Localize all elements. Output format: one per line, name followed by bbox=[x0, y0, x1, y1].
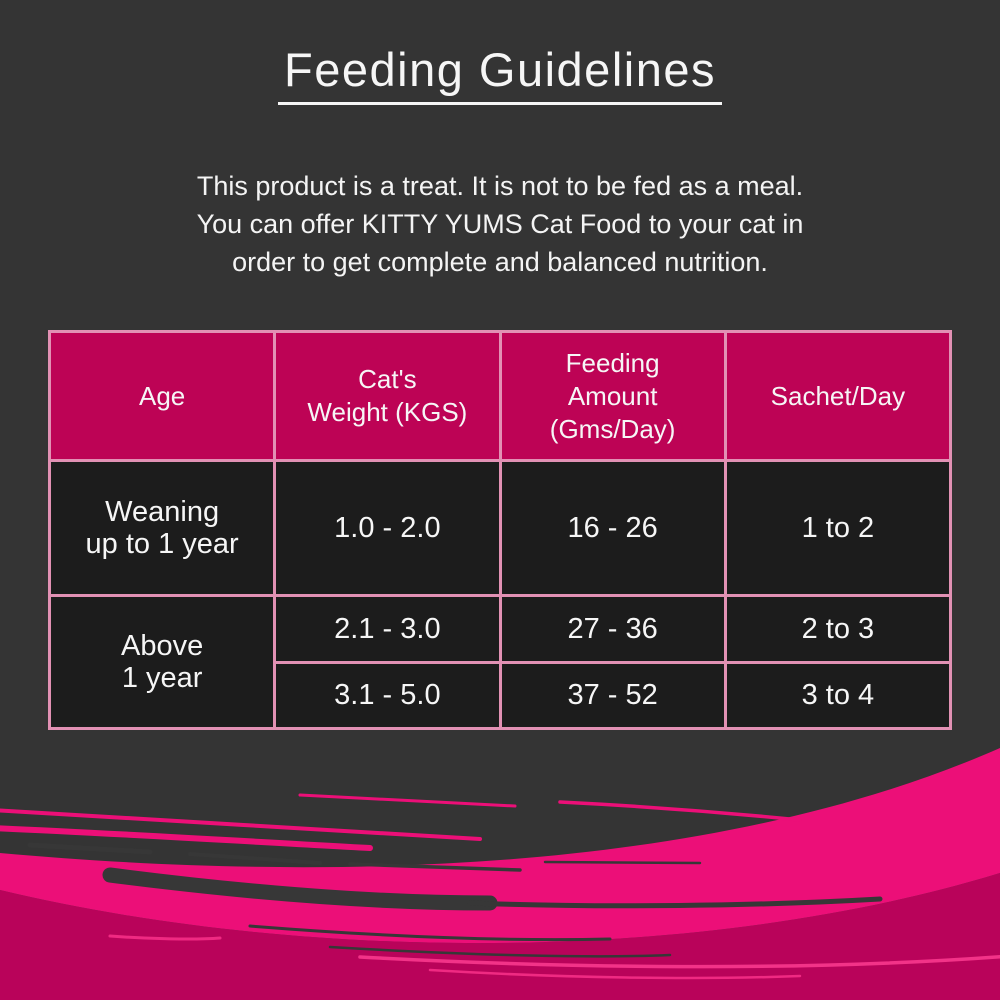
header-age: Age bbox=[47, 330, 277, 462]
feeding-guidelines-table: Age Cat's Weight (KGS) Feeding Amount (G… bbox=[47, 330, 953, 730]
amount-cell: 37 - 52 bbox=[498, 661, 727, 730]
sachet-cell: 3 to 4 bbox=[723, 661, 953, 730]
intro-line: You can offer KITTY YUMS Cat Food to you… bbox=[196, 209, 804, 239]
sachet-cell: 1 to 2 bbox=[723, 459, 953, 597]
header-amount: Feeding Amount (Gms/Day) bbox=[498, 330, 727, 462]
table-row: 3.1 - 5.0 37 - 52 3 to 4 bbox=[50, 661, 953, 730]
intro-paragraph: This product is a treat. It is not to be… bbox=[0, 167, 1000, 281]
table-row: Weaning up to 1 year 1.0 - 2.0 16 - 26 1… bbox=[47, 459, 953, 597]
table-row: Above 1 year 2.1 - 3.0 27 - 36 2 to 3 bbox=[47, 594, 953, 730]
header-amount-line: Feeding bbox=[565, 347, 660, 378]
header-weight: Cat's Weight (KGS) bbox=[273, 330, 502, 462]
intro-line: order to get complete and balanced nutri… bbox=[232, 247, 768, 277]
age-line: Above bbox=[121, 630, 204, 662]
header-weight-line: Weight (KGS) bbox=[307, 397, 468, 427]
header-amount-line: Amount bbox=[567, 380, 658, 411]
page-title: Feeding Guidelines bbox=[278, 42, 722, 105]
age-cell: Above 1 year bbox=[47, 594, 277, 730]
weight-cell: 3.1 - 5.0 bbox=[273, 661, 502, 730]
amount-cell: 16 - 26 bbox=[498, 459, 727, 597]
brush-stroke-graphic bbox=[0, 748, 1000, 1000]
age-line: up to 1 year bbox=[85, 528, 239, 560]
table-header-row: Age Cat's Weight (KGS) Feeding Amount (G… bbox=[47, 330, 953, 462]
age-line: 1 year bbox=[121, 662, 203, 694]
amount-cell: 27 - 36 bbox=[498, 594, 727, 664]
header-weight-line: Cat's bbox=[358, 364, 417, 394]
title-wrap: Feeding Guidelines bbox=[0, 42, 1000, 105]
age-line: Weaning bbox=[105, 496, 220, 528]
header-age-label: Age bbox=[138, 380, 186, 411]
age-cell: Weaning up to 1 year bbox=[47, 459, 277, 597]
intro-line: This product is a treat. It is not to be… bbox=[196, 171, 804, 201]
header-sachet-label: Sachet/Day bbox=[770, 380, 906, 411]
header-sachet: Sachet/Day bbox=[723, 330, 953, 462]
sachet-cell: 2 to 3 bbox=[723, 594, 953, 664]
header-amount-line: (Gms/Day) bbox=[549, 413, 676, 444]
weight-cell: 1.0 - 2.0 bbox=[273, 459, 502, 597]
weight-cell: 2.1 - 3.0 bbox=[273, 594, 502, 664]
